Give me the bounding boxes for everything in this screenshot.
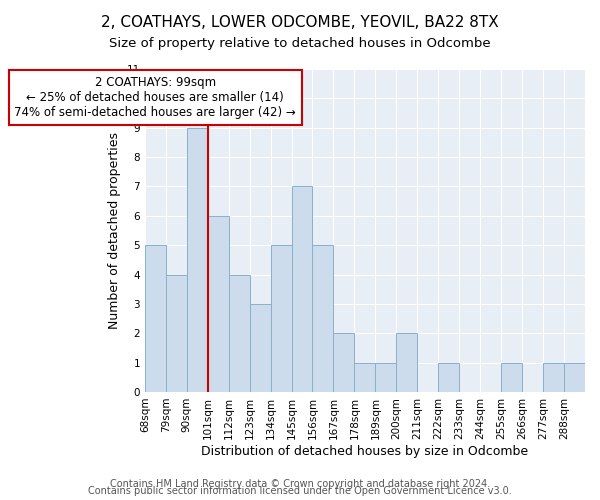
Bar xyxy=(313,245,334,392)
Bar xyxy=(292,186,313,392)
Bar xyxy=(145,245,166,392)
Bar xyxy=(187,128,208,392)
Bar xyxy=(166,274,187,392)
Bar xyxy=(229,274,250,392)
Text: 2, COATHAYS, LOWER ODCOMBE, YEOVIL, BA22 8TX: 2, COATHAYS, LOWER ODCOMBE, YEOVIL, BA22… xyxy=(101,15,499,30)
Bar xyxy=(438,362,459,392)
Bar xyxy=(376,362,397,392)
Bar xyxy=(208,216,229,392)
Bar xyxy=(397,333,418,392)
Bar xyxy=(543,362,564,392)
Y-axis label: Number of detached properties: Number of detached properties xyxy=(108,132,121,329)
Text: 2 COATHAYS: 99sqm
← 25% of detached houses are smaller (14)
74% of semi-detached: 2 COATHAYS: 99sqm ← 25% of detached hous… xyxy=(14,76,296,120)
Bar xyxy=(271,245,292,392)
Bar xyxy=(250,304,271,392)
Text: Size of property relative to detached houses in Odcombe: Size of property relative to detached ho… xyxy=(109,38,491,51)
X-axis label: Distribution of detached houses by size in Odcombe: Distribution of detached houses by size … xyxy=(202,444,529,458)
Bar xyxy=(501,362,522,392)
Bar xyxy=(334,333,355,392)
Bar xyxy=(355,362,376,392)
Bar xyxy=(564,362,585,392)
Text: Contains HM Land Registry data © Crown copyright and database right 2024.: Contains HM Land Registry data © Crown c… xyxy=(110,479,490,489)
Text: Contains public sector information licensed under the Open Government Licence v3: Contains public sector information licen… xyxy=(88,486,512,496)
